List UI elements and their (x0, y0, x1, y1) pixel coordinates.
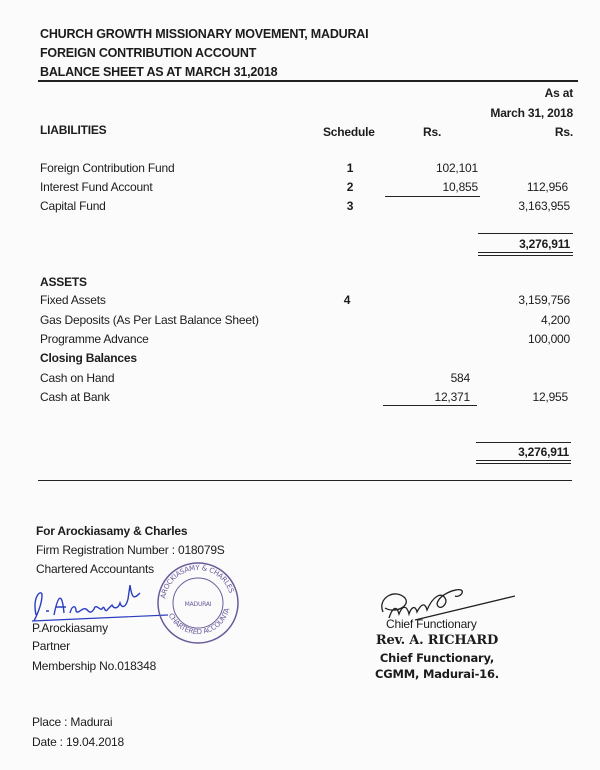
double-rule (476, 460, 571, 464)
total-rule (476, 442, 571, 443)
row-rs: 12,371 (434, 390, 470, 404)
row-schedule: 3 (346, 199, 354, 213)
row-label: Cash on Hand (40, 371, 115, 385)
total-rs-header: Rs. (554, 125, 573, 139)
firm-registration: Firm Registration Number : 018079S (36, 543, 225, 557)
as-at-label: As at (544, 86, 574, 100)
schedule-header: Schedule (323, 125, 375, 139)
auditor-signature (31, 585, 169, 622)
row-label: Cash at Bank (40, 390, 110, 404)
closing-balances-heading: Closing Balances (40, 351, 137, 365)
row-schedule: 1 (346, 161, 354, 175)
row-label: Foreign Contribution Fund (40, 161, 175, 175)
row-total: 112,956 (526, 180, 568, 194)
auditor-firm: For Arockiasamy & Charles (36, 524, 188, 538)
row-rs: 102,101 (436, 161, 478, 175)
section-rule (38, 480, 572, 481)
row-label: Gas Deposits (As Per Last Balance Sheet) (40, 313, 259, 327)
date: Date : 19.04.2018 (32, 735, 125, 749)
liabilities-heading: LIABILITIES (40, 123, 107, 137)
row-schedule: 2 (346, 180, 354, 194)
row-schedule: 4 (343, 293, 351, 307)
row-label: Capital Fund (40, 199, 106, 213)
row-label: Programme Advance (40, 332, 149, 346)
functionary-name: Rev. A. RICHARD (375, 633, 499, 648)
functionary-title: Chief Functionary, (379, 651, 495, 665)
liabilities-total: 3,276,911 (519, 237, 570, 251)
functionary-label: Chief Functionary (386, 617, 477, 631)
row-total: 3,163,955 (518, 199, 570, 213)
auditor-stamp: AROCKIASAMY & CHARLES CHARTERED ACCOUNTA… (155, 560, 239, 644)
stamp-top-text: AROCKIASAMY & CHARLES (159, 564, 235, 599)
subtotal-rule (385, 196, 480, 197)
org-name: CHURCH GROWTH MISSIONARY MOVEMENT, MADUR… (40, 27, 369, 41)
row-rs: 584 (450, 371, 471, 385)
double-rule (478, 252, 573, 256)
header-rule (38, 80, 578, 82)
auditor-role: Partner (32, 639, 70, 653)
row-rs: 10,855 (442, 180, 478, 194)
total-rule (478, 233, 573, 234)
auditor-membership: Membership No.018348 (32, 659, 157, 673)
functionary-signature (381, 588, 515, 621)
assets-total: 3,276,911 (518, 445, 569, 459)
row-total: 100,000 (528, 332, 570, 346)
row-total: 12,955 (532, 390, 568, 404)
row-label: Interest Fund Account (40, 180, 153, 194)
subtotal-rule (383, 405, 477, 406)
statement-title: BALANCE SHEET AS AT MARCH 31,2018 (40, 65, 278, 79)
stamp-center-text: MADURAI (185, 601, 212, 608)
row-total: 4,200 (540, 313, 570, 327)
auditor-name: P.Arockiasamy (32, 621, 108, 635)
svg-text:AROCKIASAMY & CHARLES: AROCKIASAMY & CHARLES (159, 564, 235, 599)
as-at-date: March 31, 2018 (490, 106, 573, 120)
assets-heading: ASSETS (40, 275, 87, 289)
functionary-org: CGMM, Madurai-16. (375, 667, 499, 681)
rs-header: Rs. (423, 125, 442, 139)
auditor-designation: Chartered Accountants (36, 562, 154, 576)
account-name: FOREIGN CONTRIBUTION ACCOUNT (40, 46, 257, 60)
row-label: Fixed Assets (40, 293, 106, 307)
place: Place : Madurai (32, 715, 113, 729)
row-total: 3,159,756 (518, 293, 570, 307)
